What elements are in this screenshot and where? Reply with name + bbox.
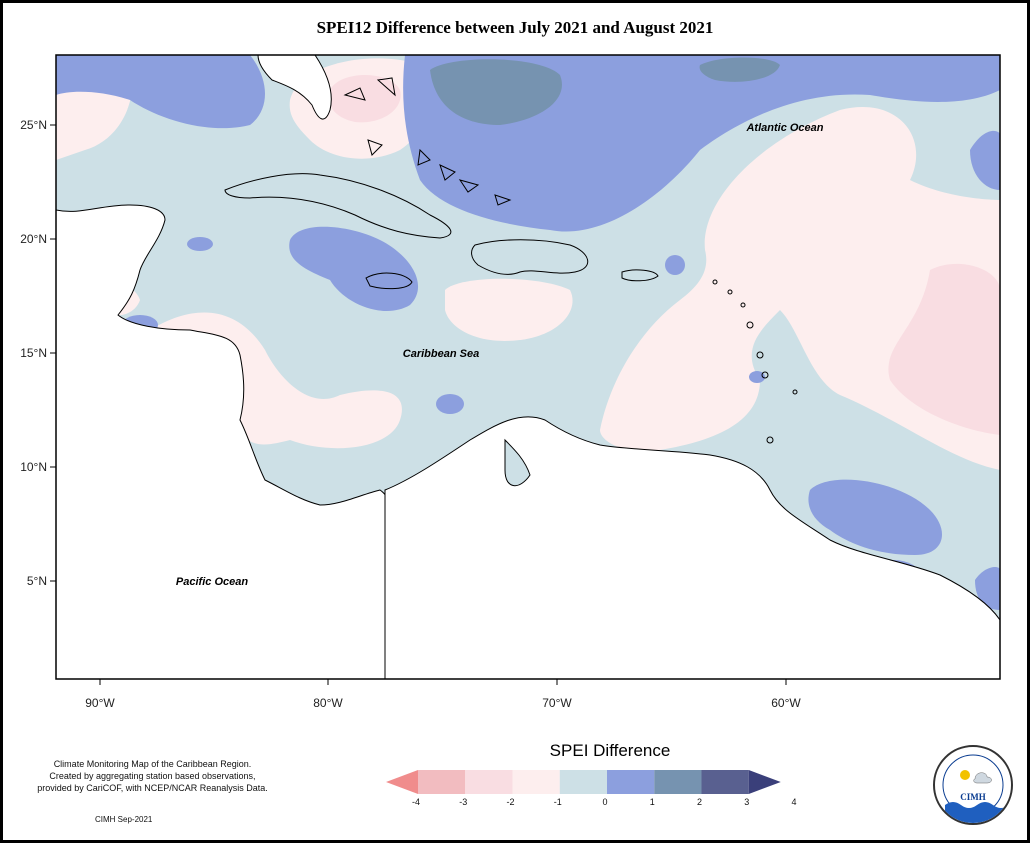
bahamas-islands (343, 77, 512, 206)
puerto-rico-outline (621, 269, 659, 282)
colorbar-tick-label: 2 (697, 797, 702, 807)
positive-zone-atlantic-strong-2 (699, 57, 780, 82)
colorbar-segment (701, 770, 749, 794)
lon-label: 90°W (85, 696, 115, 710)
colorbar-segment (512, 770, 560, 794)
hispaniola-outline (471, 239, 588, 275)
colorbar-tick-label: -2 (506, 797, 514, 807)
spei-colorbar: -4 -3 -2 -1 0 1 2 3 4 (386, 770, 797, 807)
lesser-antilles (712, 279, 798, 444)
atlantic-label: Atlantic Ocean (745, 122, 823, 134)
positive-zone-jamaica (289, 226, 419, 311)
lat-label: 5°N (27, 574, 47, 588)
colorbar-tick-label: 1 (650, 797, 655, 807)
colorbar-segment (607, 770, 655, 794)
lat-label: 10°N (20, 460, 47, 474)
land-florida (257, 55, 332, 120)
colorbar-arrow-high (748, 770, 781, 794)
legend-title: SPEI Difference (549, 741, 671, 760)
land-venezuela-coast (504, 438, 531, 487)
lon-label: 70°W (542, 696, 572, 710)
lat-label: 25°N (20, 118, 47, 132)
positive-zone-small-3 (665, 255, 685, 275)
cuba-outline (224, 173, 452, 239)
positive-zone-small-2 (187, 237, 213, 251)
positive-zone-atlantic-strong (430, 59, 562, 125)
positive-zone-east-edge (970, 130, 1000, 190)
positive-zone-east-edge-2 (975, 567, 1000, 610)
negative-zone-hispaniola-south (445, 278, 573, 341)
positive-zone-small-1 (436, 394, 464, 414)
lon-label: 80°W (313, 696, 343, 710)
map-canvas: Atlantic Ocean Caribbean Sea Pacific Oce… (56, 55, 1000, 679)
lat-label: 20°N (20, 232, 47, 246)
logo-text: CIMH (960, 792, 986, 802)
latitude-axis: 25°N 20°N 15°N 10°N 5°N (20, 118, 56, 588)
sun-icon (960, 770, 970, 780)
positive-zone-small-4 (749, 371, 765, 383)
colorbar-segment (654, 770, 702, 794)
colorbar-segment (418, 770, 466, 794)
pacific-label: Pacific Ocean (176, 576, 248, 588)
credit-text: Climate Monitoring Map of the Caribbean … (30, 758, 275, 794)
jamaica-outline (365, 272, 413, 290)
negative-zone-east-core (888, 263, 1000, 435)
colorbar-tick-label: 4 (791, 797, 796, 807)
map-border (55, 54, 1001, 680)
colorbar-tick-label: 0 (602, 797, 607, 807)
credit-line: provided by CariCOF, with NCEP/NCAR Rean… (37, 783, 268, 793)
colorbar-arrow-low (386, 770, 418, 794)
lon-label: 60°W (771, 696, 801, 710)
cimh-emblem (942, 754, 1009, 823)
colorbar-segment (465, 770, 513, 794)
lat-label: 15°N (20, 346, 47, 360)
land-south-america (384, 416, 1000, 679)
land-central-america (56, 204, 391, 679)
cimh-logo: CIMH (933, 745, 1013, 825)
credit-line: Created by aggregating station based obs… (49, 771, 256, 781)
positive-zone-guianas (808, 479, 942, 555)
colorbar-tick-label: -3 (459, 797, 467, 807)
colorbar-tick-label: -1 (554, 797, 562, 807)
credit-date: CIMH Sep-2021 (95, 815, 153, 824)
positive-zone-nw (56, 55, 265, 129)
colorbar-tick-label: -4 (412, 797, 420, 807)
longitude-axis: 90°W 80°W 70°W 60°W (85, 679, 801, 710)
colorbar-segment (559, 770, 607, 794)
colorbar-tick-label: 3 (744, 797, 749, 807)
map-title: SPEI12 Difference between July 2021 and … (316, 18, 714, 37)
cloud-icon (973, 772, 992, 784)
caribbean-label: Caribbean Sea (403, 348, 479, 360)
credit-line: Climate Monitoring Map of the Caribbean … (53, 759, 252, 769)
